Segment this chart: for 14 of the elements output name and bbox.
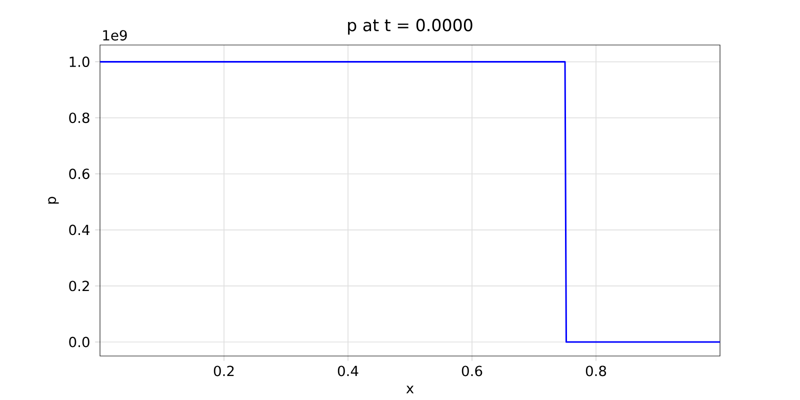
x-tick-label: 0.6	[462, 366, 482, 376]
y-tick-label: 0.6	[69, 168, 90, 180]
text: 1e9	[103, 30, 127, 41]
y-axis-title: p	[48, 196, 59, 204]
y-tick-label: 0.2	[69, 280, 89, 292]
x-tick-label: 0.4	[338, 366, 358, 376]
y-tick-label: 0.0	[69, 336, 90, 348]
x-axis-title: x	[406, 386, 414, 394]
y-tick-label: 1.0	[70, 56, 90, 68]
x-tick-label: 0.2	[214, 366, 234, 376]
x-tick-label: 0.8	[586, 366, 606, 376]
chart-title: p at t = 0.0000	[348, 18, 472, 35]
y-tick-label: 0.4	[69, 224, 90, 236]
y-tick-label: 0.8	[69, 112, 90, 124]
